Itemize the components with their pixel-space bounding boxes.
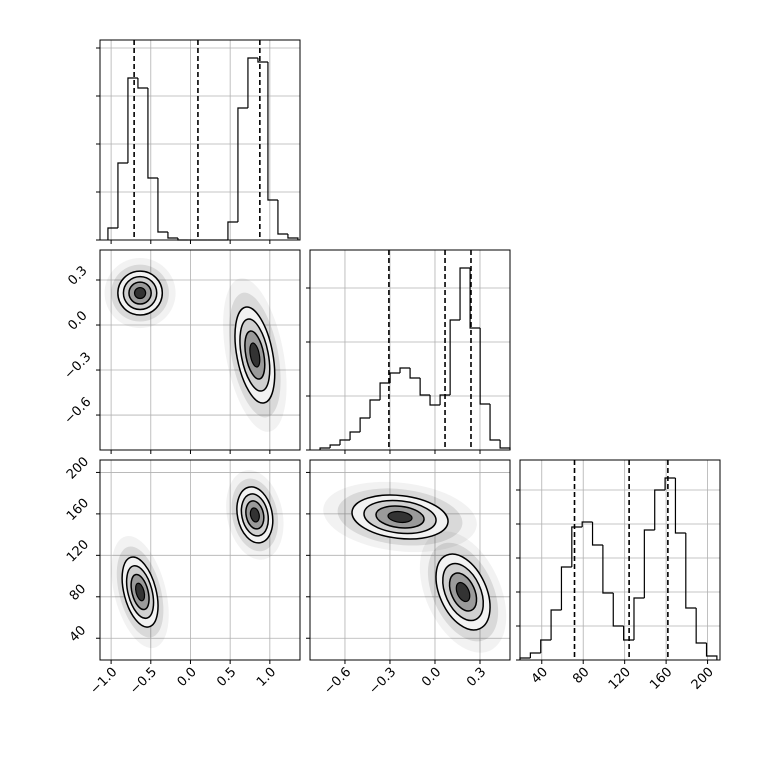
panel-frame xyxy=(519,459,721,661)
hist-bin xyxy=(147,88,158,179)
hist-bin xyxy=(664,477,676,490)
hist-bin xyxy=(529,652,541,658)
x-tick-label: 0.3 xyxy=(464,665,489,690)
hist-bin xyxy=(127,77,138,163)
x-tick-label: 0.0 xyxy=(175,665,200,690)
hist-bin xyxy=(117,162,128,228)
panel-frame xyxy=(99,249,301,451)
hist-bin xyxy=(643,529,655,598)
x-tick-label: −0.6 xyxy=(321,665,354,698)
hist-bin xyxy=(379,382,391,400)
hist-bin xyxy=(705,643,718,660)
hist-bin xyxy=(389,372,401,383)
y-tick-label: 0.0 xyxy=(65,308,90,333)
panel-frame xyxy=(309,459,511,661)
x-tick-label: −0.5 xyxy=(127,665,160,698)
x-tick-label: 1.0 xyxy=(254,665,279,690)
hist-bin xyxy=(399,367,411,373)
density-contour xyxy=(134,582,146,602)
hist-bin xyxy=(349,431,361,440)
x-tick-label: 120 xyxy=(606,665,634,693)
x-tick-label: 80 xyxy=(570,665,592,687)
x-tick-label: 40 xyxy=(529,665,551,687)
hist-bin xyxy=(167,232,178,239)
hist-bin xyxy=(499,440,511,450)
hist-bin xyxy=(633,597,645,640)
hist-bin xyxy=(339,439,351,445)
hist-bin xyxy=(247,57,258,108)
hist-bin xyxy=(612,593,624,627)
density-contour xyxy=(455,581,471,603)
density-panel xyxy=(111,470,284,649)
hist-bin xyxy=(329,444,341,448)
hist-bin xyxy=(540,639,552,653)
panel-frame xyxy=(99,459,301,661)
x-tick-label: 200 xyxy=(689,665,717,693)
hist-bin xyxy=(459,267,471,320)
hist-bin xyxy=(591,522,603,546)
y-tick-label: −0.3 xyxy=(62,350,95,383)
x-tick-label: −0.3 xyxy=(366,665,399,698)
hist-bin xyxy=(319,447,331,450)
hist-bin xyxy=(550,609,562,640)
hist-bin xyxy=(489,404,501,441)
hist-bin xyxy=(267,62,278,201)
x-tick-label: 160 xyxy=(647,665,675,693)
hist-bin xyxy=(654,489,666,530)
panel-frame xyxy=(309,249,511,451)
hist-bin xyxy=(685,533,697,609)
hist-bin xyxy=(227,221,238,240)
hist-bin xyxy=(409,368,421,379)
density-contour xyxy=(133,286,147,300)
hist-bin xyxy=(560,566,572,610)
panel-frame xyxy=(99,39,301,241)
density-contour xyxy=(249,342,261,368)
density-contour xyxy=(249,507,260,523)
hist-bin xyxy=(674,478,686,534)
hist-bin xyxy=(419,378,431,396)
hist-bin xyxy=(359,417,371,432)
hist-bin xyxy=(257,58,268,63)
y-tick-label: 0.3 xyxy=(65,263,90,288)
hist-bin xyxy=(623,626,634,641)
hist-bin xyxy=(449,319,461,395)
y-tick-label: −0.6 xyxy=(62,395,95,428)
hist-bin xyxy=(107,227,118,240)
y-tick-label: 80 xyxy=(67,582,89,604)
hist-bin xyxy=(237,107,248,222)
hist-bin xyxy=(571,526,583,567)
hist-bin xyxy=(602,545,614,594)
hist-bin xyxy=(157,178,168,233)
hist-bin xyxy=(581,521,593,527)
y-tick-label: 200 xyxy=(64,454,92,482)
x-tick-label: 0.5 xyxy=(214,665,239,690)
density-contour xyxy=(387,510,413,524)
hist-bin xyxy=(439,394,451,405)
density-panel xyxy=(104,258,287,432)
hist-bin xyxy=(277,200,288,235)
hist-bin xyxy=(369,399,381,418)
y-tick-label: 160 xyxy=(64,496,92,524)
y-tick-label: 120 xyxy=(64,537,92,565)
hist-bin xyxy=(287,234,299,240)
y-tick-label: 40 xyxy=(67,623,89,645)
hist-bin xyxy=(429,395,441,406)
hist-bin xyxy=(137,78,148,89)
hist-bin xyxy=(469,268,481,329)
hist-bin xyxy=(695,608,707,644)
x-tick-label: −1.0 xyxy=(87,665,120,698)
x-tick-label: 0.0 xyxy=(419,665,444,690)
density-panel xyxy=(323,481,507,653)
hist-bin xyxy=(479,328,491,405)
